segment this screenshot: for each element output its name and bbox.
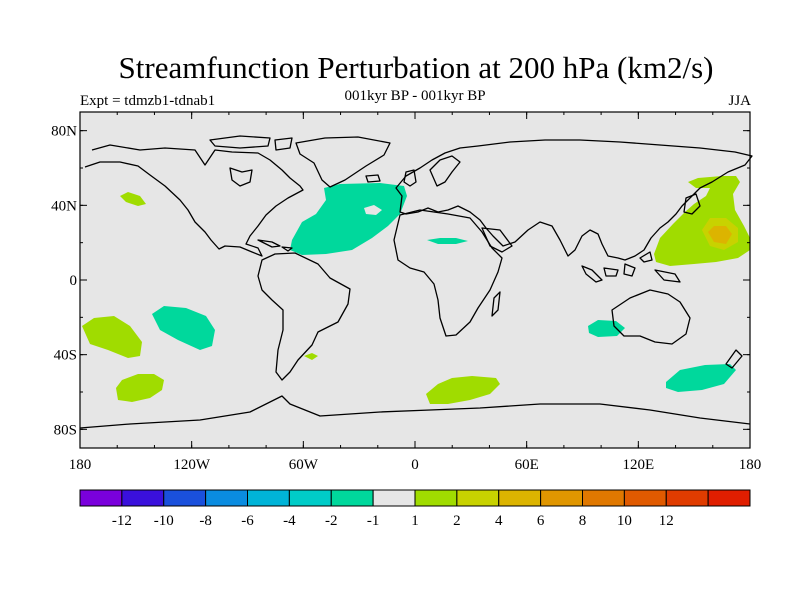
coast-antarctica (79, 395, 751, 429)
x-tick-label: 120E (622, 457, 654, 473)
colorbar-swatch (623, 489, 667, 507)
coast-australia (611, 289, 691, 345)
anomaly-north-atlantic-hole (364, 205, 382, 215)
season-label: JJA (728, 93, 751, 109)
anomaly-north-pacific (120, 192, 146, 206)
coast-british-isles (403, 169, 417, 187)
coast-south-america (257, 252, 351, 381)
colorbar-label: 1 (411, 513, 419, 529)
colorbar-swatch (498, 489, 542, 507)
anomaly-southern-ocean-atlantic (426, 376, 500, 404)
coast-hudson-bay (229, 167, 253, 187)
anomaly-layer (82, 176, 750, 404)
y-tick-label: 80N (51, 124, 77, 140)
colorbar-label: -4 (283, 513, 296, 529)
y-tick-label: 80S (54, 422, 77, 438)
colorbar-swatch (540, 489, 583, 507)
y-tick-label: 40S (54, 348, 77, 364)
anomaly-northwest-pacific-core-2 (708, 226, 732, 244)
anomaly-indian-ocean (588, 320, 625, 337)
chart-subtitle: 001kyr BP - 001kyr BP (344, 88, 486, 104)
colorbar-label: 10 (617, 513, 632, 529)
colorbar-swatch (707, 489, 751, 507)
x-tick-label: 60E (515, 457, 539, 473)
colorbar-swatch (247, 489, 290, 507)
colorbar-label: 8 (579, 513, 587, 529)
colorbar-swatch (330, 489, 374, 507)
colorbar-label: -12 (112, 513, 132, 529)
x-tick-label: 0 (411, 457, 419, 473)
y-tick-label: 0 (70, 273, 78, 289)
coast-caribbean (257, 239, 293, 252)
colorbar-swatch (79, 489, 123, 507)
anomaly-south-pacific-west (666, 364, 736, 392)
anomaly-southern-ocean-pacific (116, 374, 164, 402)
map-background (80, 112, 750, 448)
anomaly-north-africa (427, 238, 468, 244)
y-tick-label: 40N (51, 198, 77, 214)
colorbar-label: 4 (495, 513, 503, 529)
colorbar-swatch (121, 489, 165, 507)
colorbar-label: -8 (199, 513, 212, 529)
colorbar-swatch (372, 489, 416, 507)
coast-madagascar (491, 291, 501, 317)
x-tick-label: 60W (289, 457, 319, 473)
colorbar-label: -2 (325, 513, 338, 529)
anomaly-south-america-coast (304, 353, 318, 360)
anomaly-south-pacific-east (152, 306, 215, 350)
colorbar-swatch (456, 489, 500, 507)
colorbar-swatch (665, 489, 709, 507)
experiment-label: Expt = tdmzb1-tdnab1 (80, 93, 216, 109)
colorbar-swatch (414, 489, 458, 507)
colorbar-label: 12 (659, 513, 674, 529)
coast-iceland (365, 174, 381, 183)
axis-layer: 180 120W 60W 0 60E 120E 180 80N 40N 0 40S 80S (51, 112, 761, 473)
coast-north-america (84, 144, 304, 257)
colorbar-swatch (582, 489, 625, 507)
colorbar-label: 6 (537, 513, 545, 529)
chart-title: Streamfunction Perturbation at 200 hPa (… (118, 50, 714, 85)
anomaly-south-pacific-far-east (82, 316, 142, 358)
coast-africa (393, 209, 503, 337)
coast-scandinavia (429, 155, 461, 187)
colorbar-swatch (288, 489, 332, 507)
colorbar-swatch (205, 489, 248, 507)
x-tick-label: 180 (69, 457, 92, 473)
coast-greenland (295, 136, 391, 188)
coast-indonesia (581, 251, 681, 283)
x-tick-label: 120W (173, 457, 211, 473)
coast-arabia (481, 227, 513, 253)
colorbar-label: -10 (154, 513, 174, 529)
coastlines (79, 135, 753, 429)
colorbar-swatch (163, 489, 207, 507)
x-tick-label: 180 (739, 457, 762, 473)
colorbar-label: -6 (241, 513, 254, 529)
colorbar-label: 2 (453, 513, 461, 529)
anomaly-north-atlantic (290, 183, 407, 255)
coast-new-zealand (725, 349, 743, 369)
coast-arctic-islands (209, 135, 293, 151)
colorbar: -12 -10 -8 -6 -4 -2 -1 1 2 4 6 8 10 12 (79, 489, 751, 529)
colorbar-label: -1 (367, 513, 380, 529)
coast-japan (683, 193, 701, 215)
